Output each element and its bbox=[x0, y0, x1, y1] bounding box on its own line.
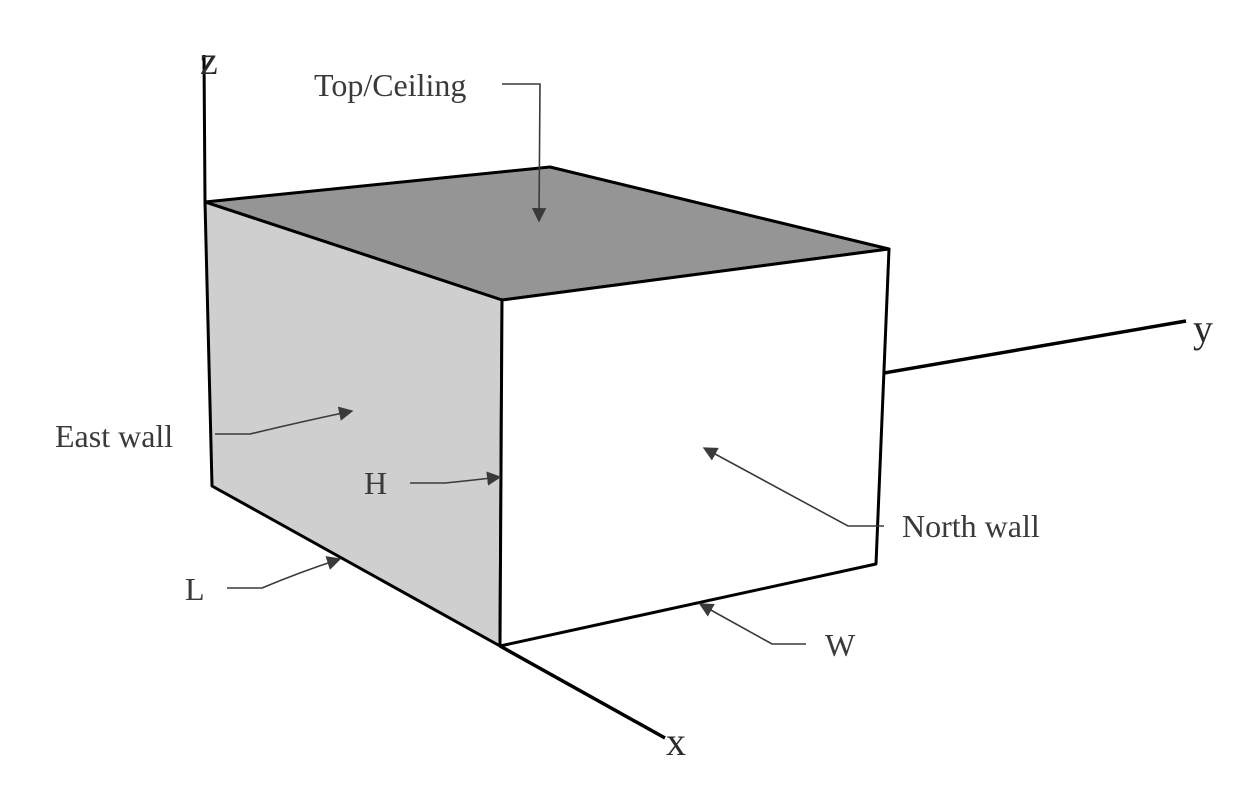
north-wall-leader bbox=[702, 447, 884, 527]
z-axis bbox=[202, 54, 207, 203]
length-label: L bbox=[185, 571, 205, 607]
z-axis-label: z bbox=[200, 38, 218, 83]
y-axis bbox=[883, 319, 1187, 375]
length-leader bbox=[227, 556, 342, 589]
height-label: H bbox=[364, 465, 387, 501]
top-ceiling-leader bbox=[502, 83, 547, 223]
x-axis-label: x bbox=[666, 719, 686, 764]
east-wall-label: East wall bbox=[55, 418, 173, 454]
north-wall-label: North wall bbox=[902, 508, 1040, 544]
y-axis-label: y bbox=[1193, 306, 1213, 351]
north-wall-face bbox=[498, 247, 891, 648]
width-label: W bbox=[825, 627, 856, 663]
east-wall-leader bbox=[215, 406, 354, 435]
height-leader bbox=[410, 471, 502, 486]
width-leader bbox=[698, 603, 806, 645]
x-axis bbox=[499, 644, 666, 740]
top-ceiling-label: Top/Ceiling bbox=[314, 67, 466, 103]
